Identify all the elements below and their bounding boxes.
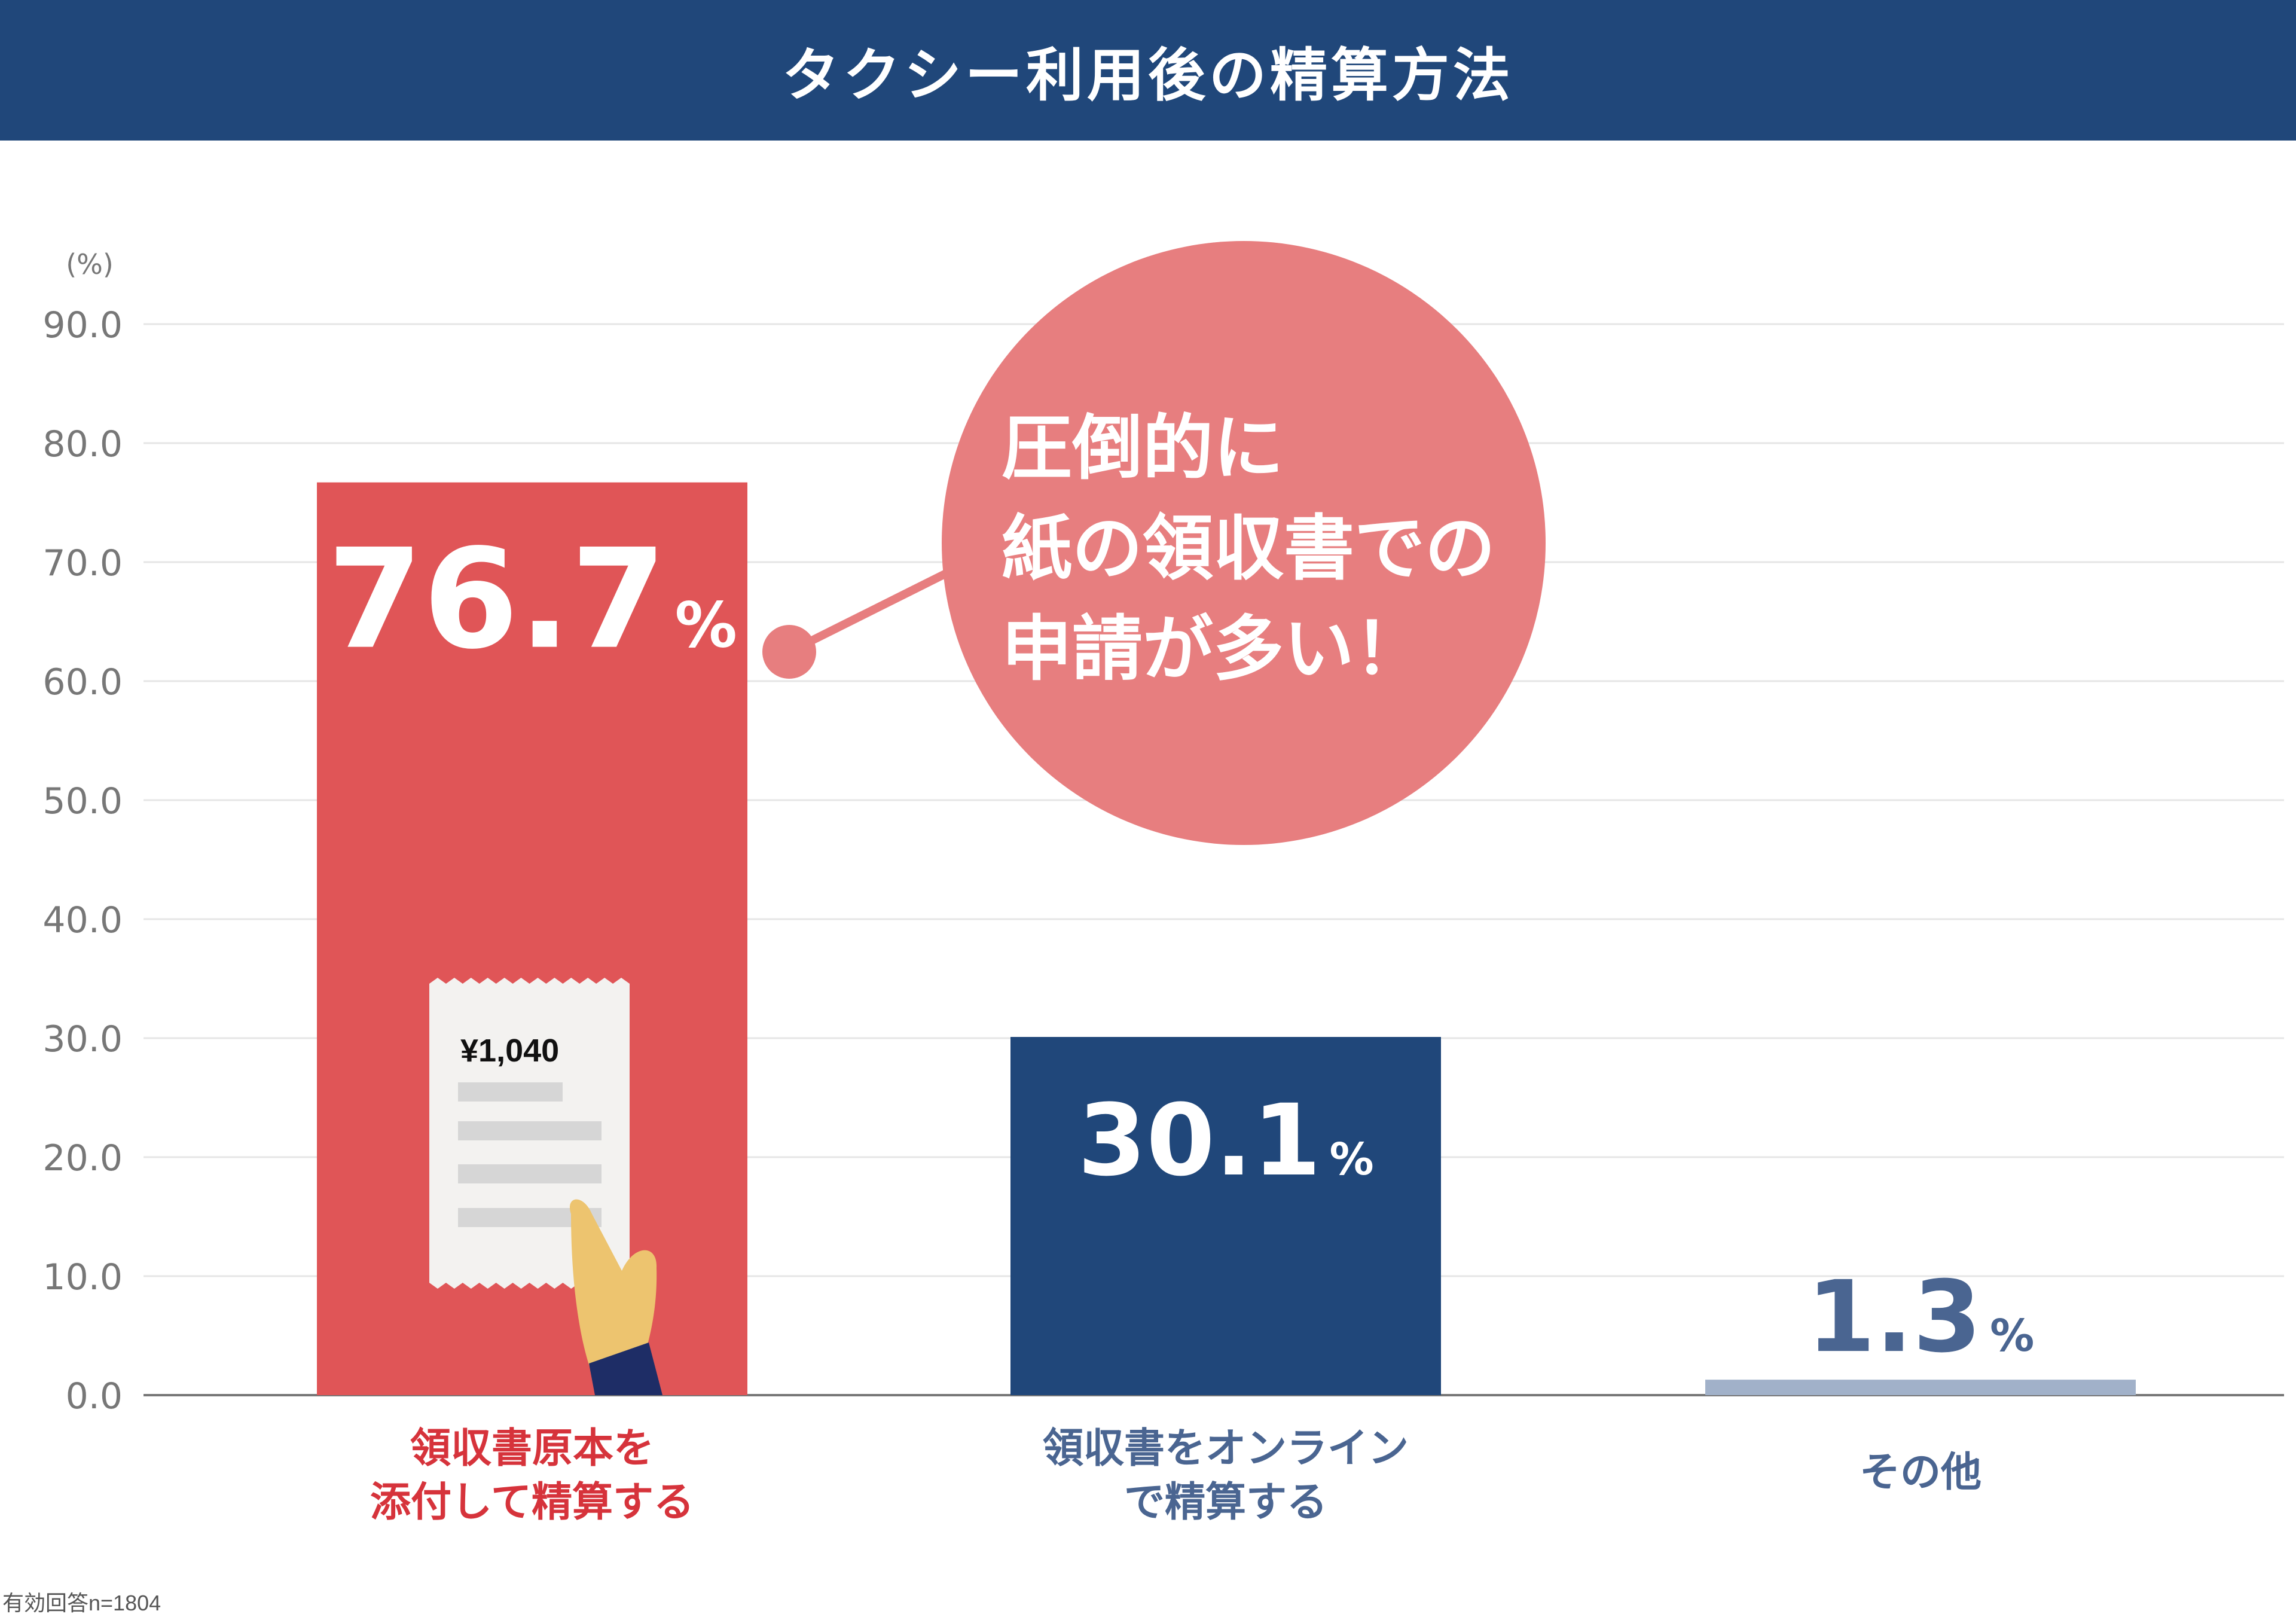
callout-text-line: 申請が多い！	[1002, 608, 1425, 690]
bar-value-number: 76.7	[327, 520, 666, 680]
receipt-line	[458, 1164, 602, 1183]
y-tick-label: 40.0	[42, 899, 123, 941]
callout-text-line: 圧倒的に	[1002, 407, 1284, 489]
x-category-label: で精算する	[1124, 1479, 1327, 1526]
y-tick-label: 20.0	[42, 1137, 123, 1179]
bar	[1705, 1380, 2136, 1395]
bar-value-number: 30.1	[1077, 1083, 1321, 1198]
chart-header: タクシー利用後の精算方法	[0, 0, 2296, 141]
bar-value-label: 76.7%	[327, 520, 737, 680]
y-tick-label: 60.0	[42, 661, 123, 703]
y-tick-label: 10.0	[42, 1256, 123, 1298]
bar-value-suffix: %	[1990, 1310, 2034, 1362]
x-category-label: 領収書原本を	[410, 1425, 654, 1472]
x-category-label: 領収書をオンライン	[1043, 1425, 1409, 1472]
bar-value-label: 30.1%	[1077, 1083, 1373, 1198]
callout-text-line: 紙の領収書での	[1002, 507, 1495, 590]
x-category-label: その他	[1860, 1449, 1981, 1496]
y-tick-label: 80.0	[42, 423, 123, 465]
callout-dot	[762, 625, 816, 679]
receipt-amount: ¥1,040	[460, 1033, 559, 1069]
y-unit-label: (%)	[66, 248, 114, 280]
hand-icon	[570, 1199, 657, 1381]
page-title: タクシー利用後の精算方法	[782, 42, 1514, 109]
y-tick-label: 30.0	[42, 1018, 123, 1060]
callout-connector	[787, 564, 959, 656]
y-tick-label: 0.0	[66, 1375, 123, 1417]
sample-size-note: 有効回答n=1804	[2, 1591, 161, 1615]
bar	[1010, 1037, 1441, 1395]
receipt-line	[458, 1082, 563, 1102]
x-category-label: 添付して精算する	[370, 1479, 694, 1526]
y-tick-label: 70.0	[42, 542, 123, 584]
bar-value-label: 1.3%	[1807, 1259, 2034, 1374]
y-tick-label: 90.0	[42, 304, 123, 346]
receipt-line	[458, 1121, 602, 1140]
sleeve-icon	[589, 1343, 662, 1395]
bar-value-suffix: %	[1329, 1134, 1373, 1185]
y-tick-label: 50.0	[42, 780, 123, 822]
callout-bubble	[942, 241, 1546, 845]
bar-value-number: 1.3	[1807, 1259, 1981, 1374]
bar-value-suffix: %	[675, 589, 737, 662]
